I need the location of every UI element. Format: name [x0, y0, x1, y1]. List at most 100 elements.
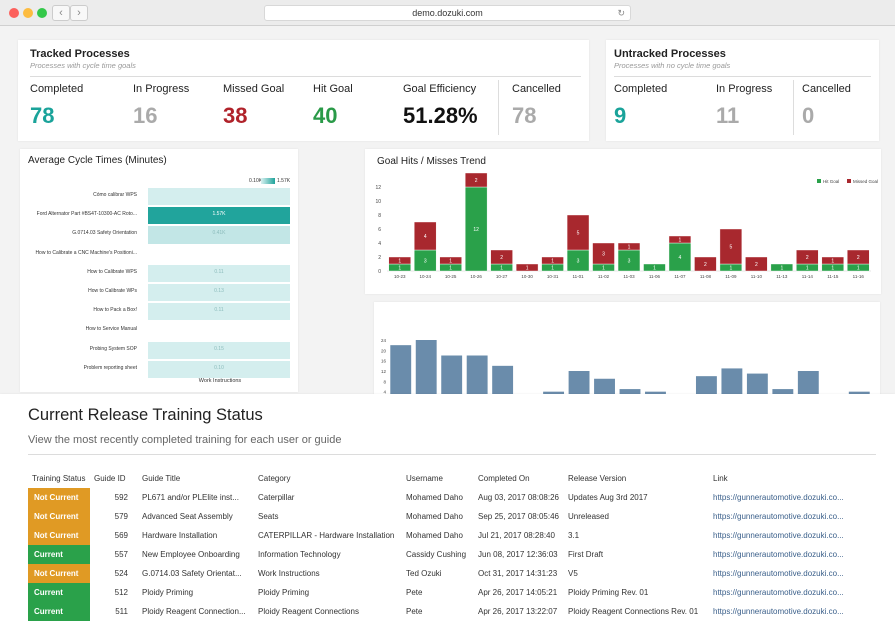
guide-link[interactable]: https://gunnerautomotive.dozuki.co...	[713, 588, 844, 597]
address-bar[interactable]: demo.dozuki.com ↻	[264, 5, 631, 21]
stat-label: Missed Goal	[223, 83, 285, 95]
x-tick-label: 10-24	[419, 274, 431, 279]
bar-value-label: 4	[679, 255, 682, 261]
divider	[28, 454, 876, 455]
heatmap-cell[interactable]: 0.11	[148, 303, 290, 321]
heatmap-cell[interactable]: 0.13	[148, 284, 290, 302]
missed-goal-bar	[694, 256, 717, 272]
table-cell: Ploidy Priming Rev. 01	[568, 588, 649, 597]
bar-value-label: 1	[398, 265, 401, 271]
legend-min-label: 0.10K	[249, 178, 263, 184]
forward-icon[interactable]: ›	[70, 5, 88, 21]
bar-value-label: 1	[857, 265, 860, 271]
heatmap-row-label: How to Service Manual	[85, 326, 137, 333]
reload-icon[interactable]: ↻	[617, 8, 625, 18]
divider	[30, 76, 581, 77]
table-cell: G.0714.03 Safety Orientat...	[142, 569, 242, 578]
missed-goal-bar	[439, 256, 462, 265]
missed-goal-bar	[847, 249, 870, 265]
y-tick-label: 4	[383, 390, 386, 395]
back-icon[interactable]: ‹	[52, 5, 70, 21]
minimize-window-button[interactable]	[23, 8, 33, 18]
bar-value-label: 5	[730, 244, 733, 250]
heatmap-cell[interactable]: 0.11	[148, 264, 290, 282]
y-tick-label: 6	[378, 227, 381, 233]
guide-link[interactable]: https://gunnerautomotive.dozuki.co...	[713, 607, 844, 616]
table-cell: Mohamed Daho	[406, 531, 463, 540]
stat-separator	[793, 80, 794, 135]
guide-link[interactable]: https://gunnerautomotive.dozuki.co...	[713, 512, 844, 521]
table-cell: V5	[568, 569, 578, 578]
status-badge: Not Current	[28, 488, 90, 507]
heatmap-cell[interactable]	[148, 322, 290, 339]
training-table: Training Status Guide ID Guide Title Catego…	[28, 468, 859, 621]
table-cell: Mohamed Daho	[406, 512, 463, 521]
missed-goal-bar	[566, 214, 590, 251]
missed-goal-bar	[388, 256, 411, 265]
column-header[interactable]: Guide Title	[142, 473, 181, 483]
legend-missed-swatch	[847, 179, 851, 183]
status-badge: Current	[28, 545, 90, 564]
y-tick-label: 0	[378, 269, 381, 275]
stat-label: Cancelled	[512, 83, 561, 95]
missed-goal-bar	[745, 256, 768, 272]
y-tick-label: 12	[375, 185, 381, 191]
missed-goal-bar	[592, 242, 615, 265]
table-cell: Cassidy Cushing	[406, 550, 467, 559]
bar-value-label: 1	[831, 258, 834, 264]
guide-link[interactable]: https://gunnerautomotive.dozuki.co...	[713, 569, 844, 578]
column-header[interactable]: Training Status	[32, 473, 86, 483]
table-cell: Updates Aug 3rd 2017	[568, 493, 648, 502]
heatmap-row-label: Ford Alternator Part #BS4T-10300-AC Roto…	[36, 211, 137, 218]
count-bar	[441, 355, 463, 402]
y-tick-label: 8	[383, 379, 386, 384]
url-text: demo.dozuki.com	[412, 8, 483, 18]
table-cell: First Draft	[568, 550, 604, 559]
column-header[interactable]: Completed On	[478, 473, 530, 483]
close-window-button[interactable]	[9, 8, 19, 18]
table-row: Not Current 579 Advanced Seat Assembly Seat…	[28, 507, 859, 526]
heatmap-row-label: How to Calibrate WPs	[88, 288, 137, 294]
column-header[interactable]: Release Version	[568, 473, 627, 483]
heatmap-cell[interactable]: 1.57K	[148, 207, 290, 225]
missed-goal-bar	[796, 249, 819, 265]
stat-value: 0	[802, 103, 815, 128]
bar-value-label: 2	[857, 255, 860, 261]
x-tick-label: 10-25	[445, 274, 457, 279]
table-cell: Ploidy Priming	[258, 588, 310, 597]
x-tick-label: 11-03	[623, 274, 635, 279]
column-header[interactable]: Link	[713, 473, 728, 483]
bar-value-label: 4	[424, 234, 427, 240]
heatmap-cell[interactable]: 0.10	[148, 360, 290, 378]
x-tick-label: 11-08	[700, 274, 712, 279]
bar-value-label: 5	[577, 230, 580, 236]
table-cell: 511	[115, 607, 128, 616]
missed-goal-bar	[541, 256, 564, 265]
heatmap-cell[interactable]	[148, 246, 290, 263]
heatmap-row-label: Problem reporting sheet	[83, 364, 137, 371]
card-title: Untracked Processes	[614, 48, 726, 60]
table-row: Current 512 Ploidy Priming Ploidy Priming Pe…	[28, 583, 859, 602]
table-cell: Information Technology	[258, 550, 341, 559]
table-row: Not Current 592 PL671 and/or PLElite inst.…	[28, 488, 859, 507]
column-header[interactable]: Guide ID	[94, 473, 126, 483]
table-cell: Aug 03, 2017 08:08:26	[478, 493, 559, 502]
legend-max-label: 1.57K	[277, 178, 291, 184]
x-tick-label: 11-09	[725, 274, 737, 279]
heatmap-row-label: Probing System SOP	[89, 345, 137, 352]
y-tick-label: 12	[381, 369, 387, 374]
maximize-window-button[interactable]	[37, 8, 47, 18]
legend-label: Hit Goal	[823, 179, 839, 184]
y-tick-label: 8	[378, 213, 381, 219]
bar-value-label: 1	[551, 258, 554, 264]
heatmap-cell[interactable]	[148, 188, 290, 206]
x-tick-label: 10-31	[547, 274, 559, 279]
guide-link[interactable]: https://gunnerautomotive.dozuki.co...	[713, 493, 844, 502]
heatmap-cell[interactable]: 0.15	[148, 341, 290, 359]
count-bar	[466, 355, 488, 402]
heatmap-cell[interactable]: 0.41K	[148, 226, 290, 244]
column-header[interactable]: Category	[258, 473, 291, 483]
guide-link[interactable]: https://gunnerautomotive.dozuki.co...	[713, 531, 844, 540]
guide-link[interactable]: https://gunnerautomotive.dozuki.co...	[713, 550, 844, 559]
column-header[interactable]: Username	[406, 473, 443, 483]
